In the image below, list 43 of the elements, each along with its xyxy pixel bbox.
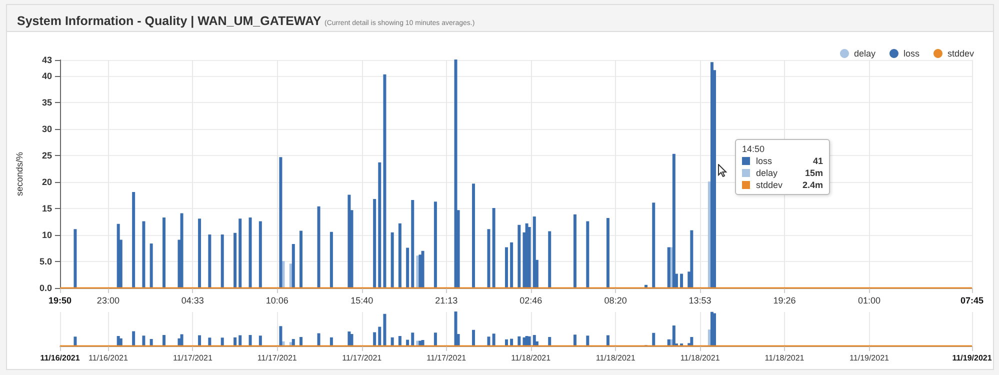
x-tick-label: 11/18/2021 — [680, 354, 720, 362]
text: delay 15m — [756, 168, 824, 178]
x-tick-label: 07:45 — [960, 296, 984, 306]
x-tick-label: 11/16/2021 — [40, 354, 80, 362]
x-tick-label: 11/17/2021 — [426, 354, 467, 362]
x-tick-label: 11/19/2021 — [850, 354, 890, 362]
x-tick-label: 11/17/2021 — [172, 354, 213, 362]
x-tick-label: 11/18/2021 — [596, 354, 636, 362]
x-tick-label: 04:33 — [181, 296, 204, 306]
y-tick-label: 43 — [42, 55, 52, 65]
x-tick-label: 11/17/2021 — [342, 354, 382, 362]
y-tick-label: 5.0 — [39, 256, 52, 266]
annotation: 14:50 — [742, 144, 766, 154]
x-tick-label: 10:06 — [266, 296, 288, 306]
x-tick-label: 08:20 — [604, 296, 627, 306]
y-axis-title: seconds/% — [14, 152, 24, 196]
x-tick-label: 11/19/2021 — [952, 354, 992, 362]
x-tick-label: 01:00 — [858, 296, 881, 306]
legend-label: delay — [854, 48, 876, 58]
y-tick-label: 10 — [42, 230, 52, 240]
x-tick-label: 13:53 — [688, 296, 712, 306]
x-tick-label: 19:50 — [48, 296, 72, 306]
x-tick-label: 11/18/2021 — [764, 354, 805, 362]
text: stddev 2.4m — [756, 180, 824, 190]
y-tick-label: 40 — [42, 70, 52, 81]
y-tick-label: 0.0 — [39, 283, 52, 293]
x-tick-label: 21:13 — [435, 296, 458, 306]
x-tick-label: 15:40 — [350, 296, 374, 306]
y-tick-label: 30 — [42, 124, 52, 134]
x-tick-label: 23:00 — [96, 296, 120, 306]
x-tick-label: 11/18/2021 — [511, 354, 552, 362]
x-tick-label: 11/16/2021 — [88, 354, 128, 362]
x-tick-label: 19:26 — [773, 296, 796, 306]
x-tick-label: 02:46 — [520, 296, 542, 306]
legend-label: loss — [903, 48, 920, 58]
chart-title: System Information - Quality | WAN_UM_GATEWAY — [17, 14, 322, 28]
y-tick-label: 35 — [42, 97, 52, 108]
y-tick-label: 20 — [42, 176, 52, 187]
y-tick-label: 15 — [42, 203, 52, 214]
y-tick-label: 25 — [42, 150, 52, 160]
legend-label: stddev — [947, 48, 974, 58]
text: loss 41 — [756, 156, 824, 166]
x-tick-label: 11/17/2021 — [257, 354, 298, 362]
